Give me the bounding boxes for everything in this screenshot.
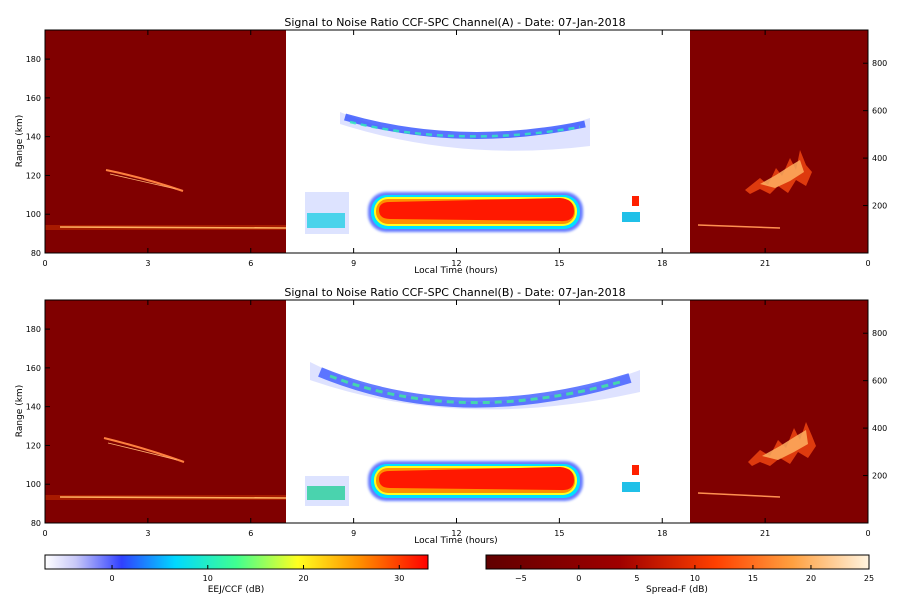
panel-a-late-echo-2	[622, 212, 640, 222]
colorbar-eej-gradient	[44, 554, 429, 570]
y2-tick-label: 800	[872, 59, 887, 68]
y-tick-label: 180	[26, 55, 41, 64]
panel-a-xlabel: Local Time (hours)	[414, 266, 497, 276]
colorbar-eej-label: EEJ/CCF (dB)	[208, 585, 265, 595]
panel-b-night-right	[690, 300, 868, 523]
panel-b-night-left	[45, 300, 286, 523]
colorbar-tick-label: 20	[298, 574, 308, 583]
x-tick-label: 15	[554, 529, 564, 538]
colorbar-tick-label: 30	[394, 574, 404, 583]
colorbar-spread-f: −5 0 5 10 15 20 25 Spread-F (dB)	[485, 554, 874, 595]
colorbar-tick-label: 15	[748, 574, 758, 583]
colorbar-tick-label: 20	[806, 574, 816, 583]
x-tick-label: 0	[42, 529, 47, 538]
x-tick-label: 6	[248, 529, 253, 538]
y-tick-label: 100	[26, 210, 41, 219]
panel-b-eej-core	[379, 467, 574, 491]
panel-a-eej-core	[379, 198, 574, 222]
y-tick-label: 120	[26, 171, 41, 180]
colorbar-tick-label: 5	[634, 574, 639, 583]
x-tick-label: 9	[351, 259, 356, 268]
x-tick-label: 0	[42, 259, 47, 268]
panel-a-early-echo-core	[307, 213, 345, 228]
panel-a-valley-echo-halo	[340, 112, 590, 151]
x-tick-label: 18	[657, 259, 667, 268]
x-tick-label: 21	[760, 259, 770, 268]
panel-b-meteor-trail-2	[107, 442, 178, 461]
y2-tick-label: 200	[872, 202, 887, 211]
y-tick-label: 100	[26, 480, 41, 489]
panel-a: Signal to Noise Ratio CCF-SPC Channel(A)…	[15, 16, 887, 276]
y-tick-label: 140	[26, 403, 41, 412]
panel-a-late-echo-1	[632, 196, 639, 206]
y-tick-label: 160	[26, 94, 41, 103]
x-tick-label: 18	[657, 529, 667, 538]
panel-a-night-layer	[59, 226, 287, 229]
colorbar-spread-f-ticks: −5 0 5 10 15 20 25	[515, 565, 874, 583]
y-tick-label: 180	[26, 325, 41, 334]
colorbar-tick-label: 25	[864, 574, 874, 583]
colorbar-spread-f-label: Spread-F (dB)	[646, 585, 708, 595]
colorbar-eej-ticks: 0 10 20 30	[109, 565, 404, 583]
x-tick-label: 12	[451, 529, 461, 538]
panel-a-title: Signal to Noise Ratio CCF-SPC Channel(A)…	[284, 16, 625, 29]
panel-b-ylabel: Range (km)	[15, 385, 25, 437]
panel-b-axes: 0 3 6 9 12 15 18 21 0801001201401601802004006008…	[26, 300, 887, 538]
panel-a-spread-f	[745, 150, 812, 194]
y2-tick-label: 400	[872, 154, 887, 163]
panel-b-meteor-trail	[103, 437, 185, 463]
colorbar-spread-f-gradient	[485, 554, 870, 570]
panel-b-early-echo-core	[307, 486, 345, 500]
x-tick-label: 6	[248, 259, 253, 268]
panel-a-night-layer-right	[697, 224, 781, 229]
y2-tick-label: 600	[872, 377, 887, 386]
panel-b: Signal to Noise Ratio CCF-SPC Channel(B)…	[15, 286, 887, 546]
colorbar-tick-label: −5	[515, 574, 527, 583]
y-tick-label: 80	[31, 519, 41, 528]
panel-a-night-right	[690, 30, 868, 253]
panel-b-night-layer-right	[697, 492, 781, 498]
panel-a-spread-f-core	[760, 160, 804, 188]
colorbar-tick-label: 0	[576, 574, 581, 583]
panel-a-night-left	[45, 30, 286, 253]
x-tick-label: 0	[865, 529, 870, 538]
y-tick-label: 80	[31, 249, 41, 258]
panel-b-title: Signal to Noise Ratio CCF-SPC Channel(B)…	[284, 286, 625, 299]
panel-a-meteor-trail-2	[109, 173, 177, 190]
x-tick-label: 12	[451, 259, 461, 268]
panel-a-ylabel: Range (km)	[15, 115, 25, 167]
panel-b-xlabel: Local Time (hours)	[414, 536, 497, 546]
colorbar-eej: 0 10 20 30 EEJ/CCF (dB)	[44, 554, 429, 595]
colorbar-tick-label: 10	[690, 574, 700, 583]
y-tick-label: 120	[26, 441, 41, 450]
y2-tick-label: 400	[872, 424, 887, 433]
y2-tick-label: 200	[872, 472, 887, 481]
y2-tick-label: 600	[872, 107, 887, 116]
panel-b-night-layer	[59, 496, 287, 499]
panel-b-late-echo-2	[622, 482, 640, 492]
panel-b-valley-echo-core	[329, 374, 621, 405]
x-tick-label: 21	[760, 529, 770, 538]
y2-tick-label: 800	[872, 329, 887, 338]
y-tick-label: 160	[26, 364, 41, 373]
colorbar-tick-label: 0	[109, 574, 114, 583]
panel-a-valley-echo-core	[349, 120, 581, 138]
x-tick-label: 3	[145, 259, 150, 268]
x-tick-label: 3	[145, 529, 150, 538]
panel-a-axes: 0 3 6 9 12 15 18 21 0801001201401601802004006008…	[26, 30, 887, 268]
x-tick-label: 9	[351, 529, 356, 538]
x-tick-label: 15	[554, 259, 564, 268]
colorbar-tick-label: 10	[203, 574, 213, 583]
panel-b-spread-f-core	[762, 430, 808, 460]
x-tick-label: 0	[865, 259, 870, 268]
y-tick-label: 140	[26, 133, 41, 142]
panel-b-late-echo-1	[632, 465, 639, 475]
